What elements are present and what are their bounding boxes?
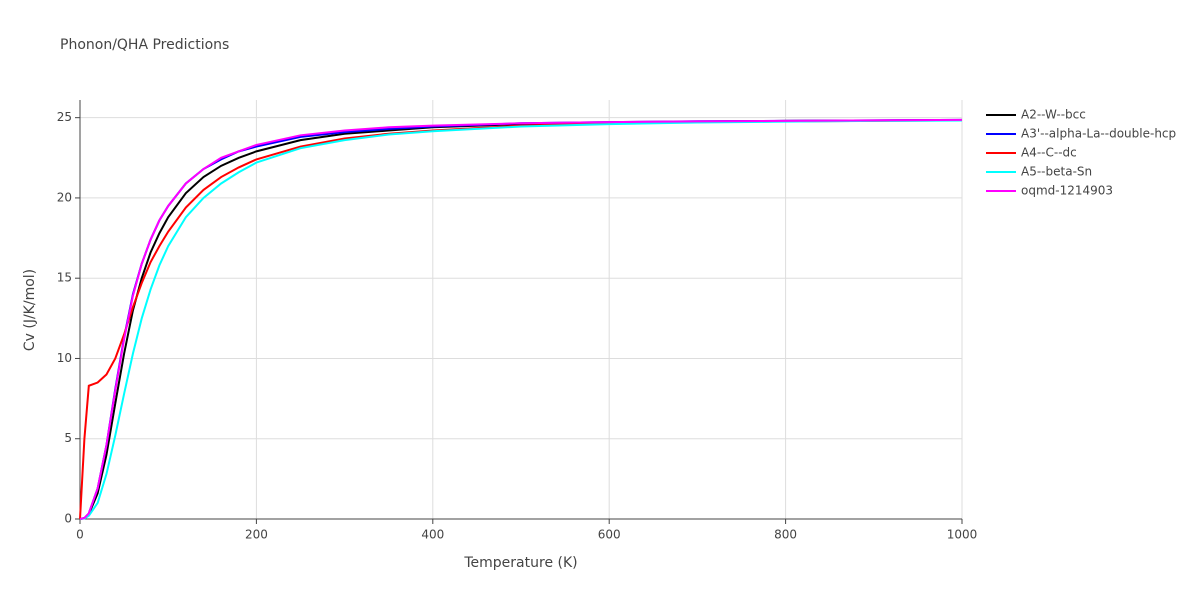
x-tick-label: 200 bbox=[245, 528, 268, 542]
series-line bbox=[79, 118, 963, 520]
series-line bbox=[79, 119, 963, 520]
series-line bbox=[79, 118, 963, 520]
legend-label[interactable]: A3'--alpha-La--double-hcp bbox=[1021, 127, 1176, 141]
y-tick-label: 5 bbox=[64, 431, 72, 445]
x-tick-label: 1000 bbox=[947, 528, 978, 542]
x-tick-label: 800 bbox=[774, 528, 797, 542]
y-tick-label: 20 bbox=[57, 190, 72, 204]
legend-label[interactable]: A4--C--dc bbox=[1021, 146, 1077, 160]
chart-title: Phonon/QHA Predictions bbox=[60, 37, 229, 53]
x-tick-label: 400 bbox=[421, 528, 444, 542]
series-line bbox=[79, 119, 963, 520]
series-line bbox=[79, 119, 963, 520]
y-tick-label: 10 bbox=[57, 351, 72, 365]
legend-label[interactable]: A2--W--bcc bbox=[1021, 108, 1086, 122]
x-tick-label: 0 bbox=[76, 528, 84, 542]
legend-label[interactable]: oqmd-1214903 bbox=[1021, 184, 1113, 198]
y-tick-label: 15 bbox=[57, 271, 72, 285]
x-tick-label: 600 bbox=[598, 528, 621, 542]
legend-label[interactable]: A5--beta-Sn bbox=[1021, 165, 1092, 179]
y-tick-label: 0 bbox=[64, 512, 72, 526]
y-axis-title: Cv (J/K/mol) bbox=[22, 269, 38, 351]
y-tick-label: 25 bbox=[57, 110, 72, 124]
x-axis-title: Temperature (K) bbox=[463, 555, 577, 571]
